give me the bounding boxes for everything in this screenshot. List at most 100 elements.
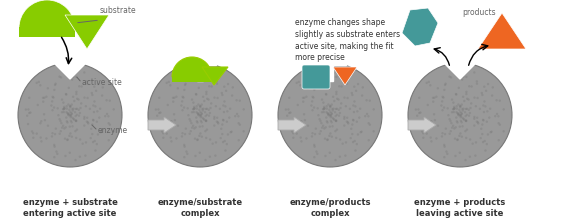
Circle shape <box>56 153 59 155</box>
Circle shape <box>231 94 233 97</box>
Circle shape <box>204 111 206 113</box>
Circle shape <box>201 113 203 115</box>
Circle shape <box>367 115 370 118</box>
Circle shape <box>430 120 432 122</box>
Circle shape <box>229 107 231 110</box>
Circle shape <box>219 108 221 110</box>
Circle shape <box>337 98 340 101</box>
Circle shape <box>207 109 210 111</box>
Circle shape <box>443 156 446 158</box>
Circle shape <box>159 111 162 114</box>
Circle shape <box>72 76 75 78</box>
Circle shape <box>74 130 77 132</box>
Circle shape <box>323 111 325 113</box>
Circle shape <box>446 153 449 155</box>
Circle shape <box>183 156 185 158</box>
Circle shape <box>202 76 205 78</box>
Circle shape <box>200 112 203 114</box>
Circle shape <box>71 135 73 138</box>
Circle shape <box>37 104 39 106</box>
Circle shape <box>71 121 73 124</box>
Circle shape <box>344 154 346 157</box>
Circle shape <box>53 144 55 146</box>
Circle shape <box>80 102 82 105</box>
Circle shape <box>86 82 88 85</box>
Circle shape <box>454 126 457 129</box>
Circle shape <box>323 106 325 108</box>
Circle shape <box>355 143 358 145</box>
Circle shape <box>189 133 191 135</box>
Circle shape <box>482 104 485 107</box>
Circle shape <box>354 140 356 142</box>
Circle shape <box>227 83 229 85</box>
Circle shape <box>336 128 338 131</box>
Circle shape <box>440 104 442 107</box>
Circle shape <box>205 91 207 93</box>
Circle shape <box>158 112 160 114</box>
Circle shape <box>69 114 71 116</box>
Circle shape <box>209 107 212 109</box>
Circle shape <box>209 138 211 141</box>
Circle shape <box>211 143 214 145</box>
Circle shape <box>190 76 192 79</box>
Circle shape <box>312 96 315 99</box>
Circle shape <box>92 104 94 107</box>
Circle shape <box>336 108 338 110</box>
Circle shape <box>490 131 493 133</box>
Circle shape <box>462 107 464 110</box>
Circle shape <box>425 132 428 135</box>
Circle shape <box>186 153 189 155</box>
Circle shape <box>319 133 321 135</box>
Circle shape <box>352 141 354 143</box>
Circle shape <box>228 116 231 119</box>
Circle shape <box>214 154 216 157</box>
Circle shape <box>441 109 444 111</box>
Circle shape <box>320 76 322 79</box>
Polygon shape <box>202 67 228 85</box>
Circle shape <box>322 108 324 110</box>
Circle shape <box>462 76 464 78</box>
Circle shape <box>181 96 184 98</box>
Circle shape <box>183 106 185 109</box>
Circle shape <box>460 114 462 116</box>
Circle shape <box>40 140 42 143</box>
Circle shape <box>320 68 323 70</box>
Circle shape <box>485 90 487 92</box>
Circle shape <box>71 125 73 128</box>
Circle shape <box>167 104 169 106</box>
Circle shape <box>292 137 294 139</box>
Circle shape <box>67 113 69 115</box>
Circle shape <box>208 114 210 117</box>
Text: enzyme/substrate
complex: enzyme/substrate complex <box>158 198 242 218</box>
Circle shape <box>199 114 201 116</box>
Circle shape <box>201 117 204 119</box>
Circle shape <box>338 85 341 88</box>
Circle shape <box>26 114 28 117</box>
Circle shape <box>483 111 485 113</box>
Circle shape <box>291 130 293 133</box>
Circle shape <box>28 112 31 114</box>
Circle shape <box>325 107 328 110</box>
Polygon shape <box>333 67 357 85</box>
Circle shape <box>27 108 29 111</box>
Circle shape <box>199 115 202 117</box>
Circle shape <box>295 82 298 84</box>
Text: enzyme: enzyme <box>98 126 128 135</box>
Circle shape <box>340 107 342 109</box>
Circle shape <box>324 137 326 140</box>
Circle shape <box>59 130 62 132</box>
Polygon shape <box>184 58 216 81</box>
Circle shape <box>197 112 199 115</box>
Circle shape <box>357 83 359 85</box>
Circle shape <box>464 115 467 117</box>
Text: enzyme + substrate
entering active site: enzyme + substrate entering active site <box>23 198 118 218</box>
Circle shape <box>287 123 289 125</box>
Circle shape <box>198 152 201 154</box>
Circle shape <box>54 84 56 86</box>
Circle shape <box>195 107 198 110</box>
Circle shape <box>43 113 45 115</box>
Circle shape <box>314 145 316 148</box>
Circle shape <box>465 120 467 122</box>
Circle shape <box>169 84 172 86</box>
Circle shape <box>65 116 67 119</box>
